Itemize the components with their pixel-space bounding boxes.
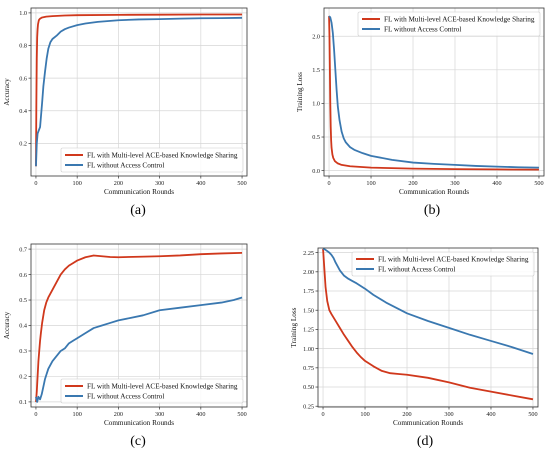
y-axis-label: Training Loss xyxy=(296,72,304,112)
chart-panel: 0 100 200 300 400 500 0.1 0.2 0.3 0.4 0.5 0.6 0.7 Com… xyxy=(3,243,248,449)
legend: FL with Multi-level ACE-based Knowledge … xyxy=(351,251,535,277)
x-tick-label: 0 xyxy=(321,411,324,418)
series-line xyxy=(35,296,243,403)
x-tick-label: 200 xyxy=(114,180,123,187)
x-axis-label: Communication Rounds xyxy=(393,419,463,427)
panel-caption: (c) xyxy=(130,434,146,449)
legend-box xyxy=(60,378,244,404)
y-tick-label: 0.3 xyxy=(19,348,27,355)
y-tick-label: 1.75 xyxy=(303,288,314,295)
x-tick-label: 0 xyxy=(34,411,37,418)
series-line xyxy=(322,247,534,355)
legend-label: FL without Access Control xyxy=(378,265,455,273)
y-tick-label: 0.4 xyxy=(19,108,27,115)
chart-panel: 0 100 200 300 400 500 0.0 0.5 1.0 1.5 2.0 Communica… xyxy=(296,7,545,218)
legend-box xyxy=(357,11,541,37)
x-tick-label: 500 xyxy=(237,411,246,418)
series-line xyxy=(328,15,539,169)
x-tick-label: 500 xyxy=(534,180,543,187)
x-tick-label: 300 xyxy=(450,180,459,187)
x-tick-label: 500 xyxy=(528,411,537,418)
legend-label: FL with Multi-level ACE-based Knowledge … xyxy=(378,255,529,263)
y-tick-label: 0.25 xyxy=(303,403,314,410)
legend: FL with Multi-level ACE-based Knowledge … xyxy=(60,378,244,404)
x-tick-label: 400 xyxy=(486,411,495,418)
x-tick-label: 400 xyxy=(196,180,205,187)
series-line xyxy=(35,13,243,167)
legend: FL with Multi-level ACE-based Knowledge … xyxy=(357,11,541,37)
y-tick-label: 1.5 xyxy=(312,67,320,74)
x-tick-label: 0 xyxy=(327,180,330,187)
legend: FL with Multi-level ACE-based Knowledge … xyxy=(60,147,244,173)
x-tick-label: 400 xyxy=(196,411,205,418)
series-line xyxy=(328,16,539,171)
x-tick-label: 200 xyxy=(408,180,417,187)
legend-label: FL with Multi-level ACE-based Knowledge … xyxy=(87,382,238,390)
x-tick-label: 300 xyxy=(444,411,453,418)
y-tick-label: 1.50 xyxy=(303,307,314,314)
legend-label: FL with Multi-level ACE-based Knowledge … xyxy=(384,15,535,23)
series-line xyxy=(322,248,534,401)
x-tick-label: 100 xyxy=(360,411,369,418)
y-tick-label: 2.25 xyxy=(303,250,314,257)
panel-caption: (b) xyxy=(424,203,441,218)
chart-panel: 0 100 200 300 400 500 0.25 0.50 0.75 1.00 1.25 1.50… xyxy=(290,247,539,449)
chart-panel: 0 100 200 300 400 500 0.2 0.4 0.6 0.8 1.0 Communica… xyxy=(3,7,248,218)
x-tick-label: 100 xyxy=(73,180,82,187)
x-tick-label: 0 xyxy=(34,180,37,187)
legend-label: FL without Access Control xyxy=(87,392,164,400)
y-tick-label: 2.0 xyxy=(312,33,320,40)
y-tick-label: 0.5 xyxy=(19,297,27,304)
plot-frame xyxy=(323,7,545,177)
series-line xyxy=(35,16,243,167)
y-tick-label: 1.0 xyxy=(312,101,320,108)
y-tick-label: 0.1 xyxy=(19,399,27,406)
panel-caption: (a) xyxy=(130,203,146,218)
y-tick-label: 1.25 xyxy=(303,327,314,334)
x-tick-label: 500 xyxy=(237,180,246,187)
panel-caption: (d) xyxy=(417,434,434,449)
legend-box xyxy=(60,147,244,173)
series-line xyxy=(35,252,243,402)
y-tick-label: 0.50 xyxy=(303,384,314,391)
x-tick-label: 400 xyxy=(492,180,501,187)
x-tick-label: 300 xyxy=(155,180,164,187)
x-tick-label: 100 xyxy=(73,411,82,418)
legend-box xyxy=(351,251,535,277)
y-tick-label: 0.5 xyxy=(312,134,320,141)
legend-label: FL with Multi-level ACE-based Knowledge … xyxy=(87,151,238,159)
plot-frame xyxy=(317,247,539,408)
legend-label: FL without Access Control xyxy=(87,161,164,169)
x-tick-label: 200 xyxy=(114,411,123,418)
x-tick-label: 300 xyxy=(155,411,164,418)
y-tick-label: 0.6 xyxy=(19,75,27,82)
x-axis-label: Communication Rounds xyxy=(104,419,174,427)
x-tick-label: 100 xyxy=(366,180,375,187)
y-axis-label: Training Loss xyxy=(290,307,298,347)
y-axis-label: Accuracy xyxy=(3,311,11,339)
x-tick-label: 200 xyxy=(402,411,411,418)
y-tick-label: 2.00 xyxy=(303,269,314,276)
y-tick-label: 0.4 xyxy=(19,323,27,330)
y-tick-label: 1.0 xyxy=(19,10,27,17)
x-axis-label: Communication Rounds xyxy=(399,188,469,196)
x-axis-label: Communication Rounds xyxy=(104,188,174,196)
y-axis-label: Accuracy xyxy=(3,78,11,106)
y-tick-label: 0.2 xyxy=(19,141,27,148)
y-tick-label: 0.7 xyxy=(19,246,27,253)
y-tick-label: 1.00 xyxy=(303,346,314,353)
y-tick-label: 0.0 xyxy=(312,168,320,175)
plot-frame xyxy=(30,7,248,177)
y-tick-label: 0.6 xyxy=(19,272,27,279)
y-tick-label: 0.8 xyxy=(19,43,27,50)
y-tick-label: 0.75 xyxy=(303,365,314,372)
y-tick-label: 0.2 xyxy=(19,374,27,381)
legend-label: FL without Access Control xyxy=(384,25,461,33)
